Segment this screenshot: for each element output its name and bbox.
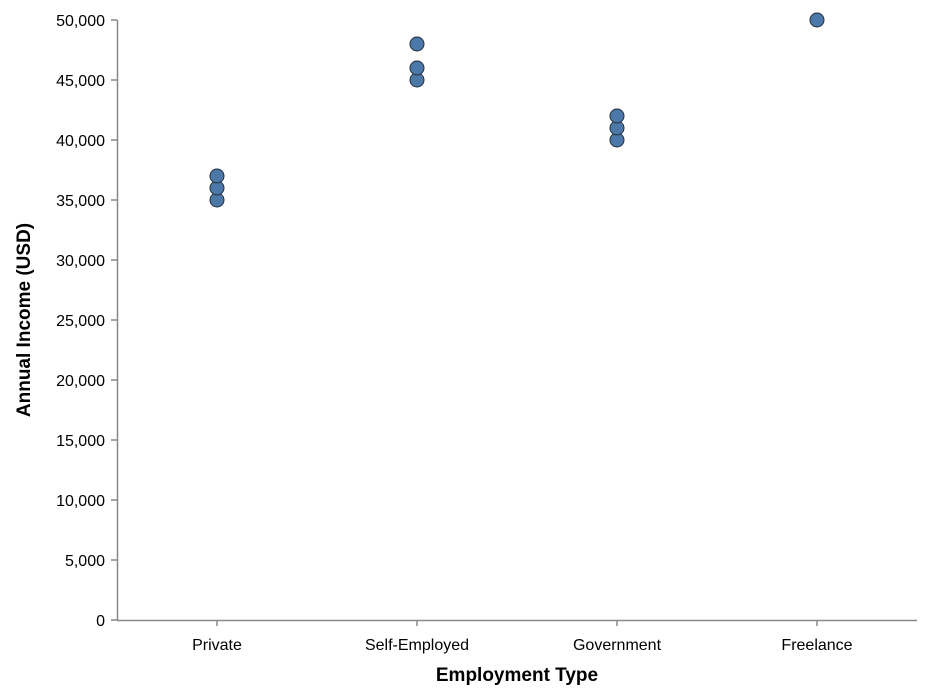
- y-axis-title: Annual Income (USD): [14, 223, 35, 417]
- data-points: [209, 12, 825, 208]
- y-axis: 0 5,000 10,000 15,000 20,000 25,000 30,000 35,0…: [56, 13, 119, 630]
- scatter-point: [409, 60, 425, 76]
- x-tick-label: Private: [192, 637, 242, 654]
- y-tick-label: 50,000: [56, 13, 105, 30]
- y-tick-label: 5,000: [65, 553, 105, 570]
- y-tick-label: 35,000: [56, 193, 105, 210]
- y-tick-label: 40,000: [56, 133, 105, 150]
- y-tick-label: 25,000: [56, 313, 105, 330]
- x-tick-label: Freelance: [781, 637, 852, 654]
- scatter-point: [209, 168, 225, 184]
- x-tick-label: Self-Employed: [365, 637, 469, 654]
- scatter-point: [409, 36, 425, 52]
- y-tick-label: 15,000: [56, 433, 105, 450]
- scatter-point: [609, 108, 625, 124]
- scatter-point: [809, 12, 825, 28]
- y-tick-label: 30,000: [56, 253, 105, 270]
- x-axis-title: Employment Type: [436, 665, 598, 686]
- y-tick-label: 0: [96, 613, 105, 630]
- y-tick-label: 45,000: [56, 73, 105, 90]
- y-tick-label: 10,000: [56, 493, 105, 510]
- y-tick-label: 20,000: [56, 373, 105, 390]
- x-tick-label: Government: [573, 637, 662, 654]
- x-axis: Private Self-Employed Government Freelance: [117, 619, 917, 654]
